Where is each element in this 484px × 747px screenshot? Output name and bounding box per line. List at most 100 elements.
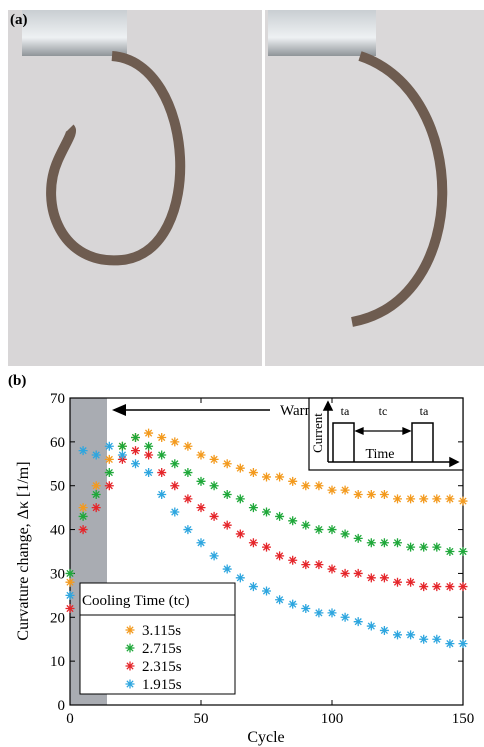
inset-box xyxy=(308,397,464,471)
marker xyxy=(196,450,206,460)
marker xyxy=(275,511,285,521)
marker xyxy=(301,520,311,530)
marker xyxy=(458,496,468,506)
marker xyxy=(445,494,455,504)
marker xyxy=(288,555,298,565)
marker xyxy=(327,485,337,495)
inset-y-label: Current xyxy=(310,413,325,453)
marker xyxy=(91,450,101,460)
marker xyxy=(288,516,298,526)
marker xyxy=(406,630,416,640)
marker xyxy=(340,568,350,578)
marker xyxy=(196,503,206,513)
marker xyxy=(183,441,193,451)
marker xyxy=(301,481,311,491)
marker xyxy=(235,573,245,583)
panel-label: (b) xyxy=(8,373,26,389)
marker xyxy=(445,547,455,556)
marker xyxy=(288,599,298,609)
x-tick-label: 0 xyxy=(66,711,74,727)
marker xyxy=(78,446,88,456)
x-tick-label: 150 xyxy=(452,711,475,727)
marker xyxy=(196,476,206,486)
marker xyxy=(91,503,101,513)
marker xyxy=(170,481,180,491)
marker xyxy=(327,564,337,574)
marker xyxy=(104,441,114,451)
inset-label: ta xyxy=(341,404,350,418)
marker xyxy=(419,542,429,552)
marker xyxy=(183,468,193,478)
inset-axes xyxy=(322,400,460,468)
y-tick-label: 50 xyxy=(50,479,65,495)
marker xyxy=(327,608,337,618)
marker xyxy=(131,432,140,442)
marker xyxy=(353,489,363,499)
marker xyxy=(262,586,271,596)
marker xyxy=(340,529,350,539)
marker xyxy=(222,520,232,530)
marker xyxy=(104,481,114,491)
marker xyxy=(275,472,285,482)
marker xyxy=(209,454,219,464)
marker xyxy=(209,481,219,491)
marker xyxy=(91,489,101,499)
arrow-head xyxy=(112,404,126,416)
marker xyxy=(65,590,75,600)
y-tick-label: 60 xyxy=(50,435,65,451)
marker xyxy=(393,577,402,587)
marker xyxy=(183,525,193,535)
marker xyxy=(157,432,167,442)
x-tick-label: 50 xyxy=(194,711,209,727)
marker xyxy=(131,446,140,456)
marker xyxy=(393,494,402,504)
photo-right xyxy=(265,10,484,366)
marker xyxy=(157,489,167,499)
marker xyxy=(301,604,311,614)
legend-label: 2.315s xyxy=(142,659,182,675)
inset-arrow xyxy=(354,427,412,435)
marker xyxy=(157,468,167,478)
marker xyxy=(262,472,271,482)
marker xyxy=(262,507,271,517)
marker xyxy=(275,551,285,561)
marker xyxy=(432,494,442,504)
inset-label: tc xyxy=(379,404,388,418)
marker xyxy=(419,582,429,592)
y-tick-label: 0 xyxy=(58,698,66,714)
marker xyxy=(366,621,376,631)
y-tick-label: 40 xyxy=(50,523,65,539)
x-axis-label: Cycle xyxy=(247,729,284,746)
marker xyxy=(432,582,442,592)
marker xyxy=(379,538,389,548)
marker xyxy=(445,582,455,592)
marker xyxy=(406,542,416,552)
legend-box xyxy=(79,582,236,695)
marker xyxy=(248,538,258,548)
marker xyxy=(248,468,258,478)
marker xyxy=(406,577,416,587)
marker xyxy=(235,529,245,539)
marker xyxy=(458,639,468,649)
marker xyxy=(406,494,416,504)
marker xyxy=(65,568,75,578)
marker xyxy=(117,450,127,460)
x-tick-label: 100 xyxy=(321,711,344,727)
marker xyxy=(327,525,337,535)
legend-title: Cooling Time (tc) xyxy=(82,593,190,609)
marker xyxy=(222,489,232,499)
marker xyxy=(183,494,193,504)
marker xyxy=(419,634,429,644)
legend-marker xyxy=(125,679,135,689)
marker xyxy=(248,582,258,592)
marker xyxy=(288,476,298,486)
marker xyxy=(144,441,154,451)
marker xyxy=(235,463,245,473)
marker xyxy=(209,511,219,521)
legend-label: 1.915s xyxy=(142,677,182,693)
marker xyxy=(170,459,180,469)
marker xyxy=(379,573,389,583)
marker xyxy=(340,612,350,622)
marker xyxy=(366,573,376,583)
